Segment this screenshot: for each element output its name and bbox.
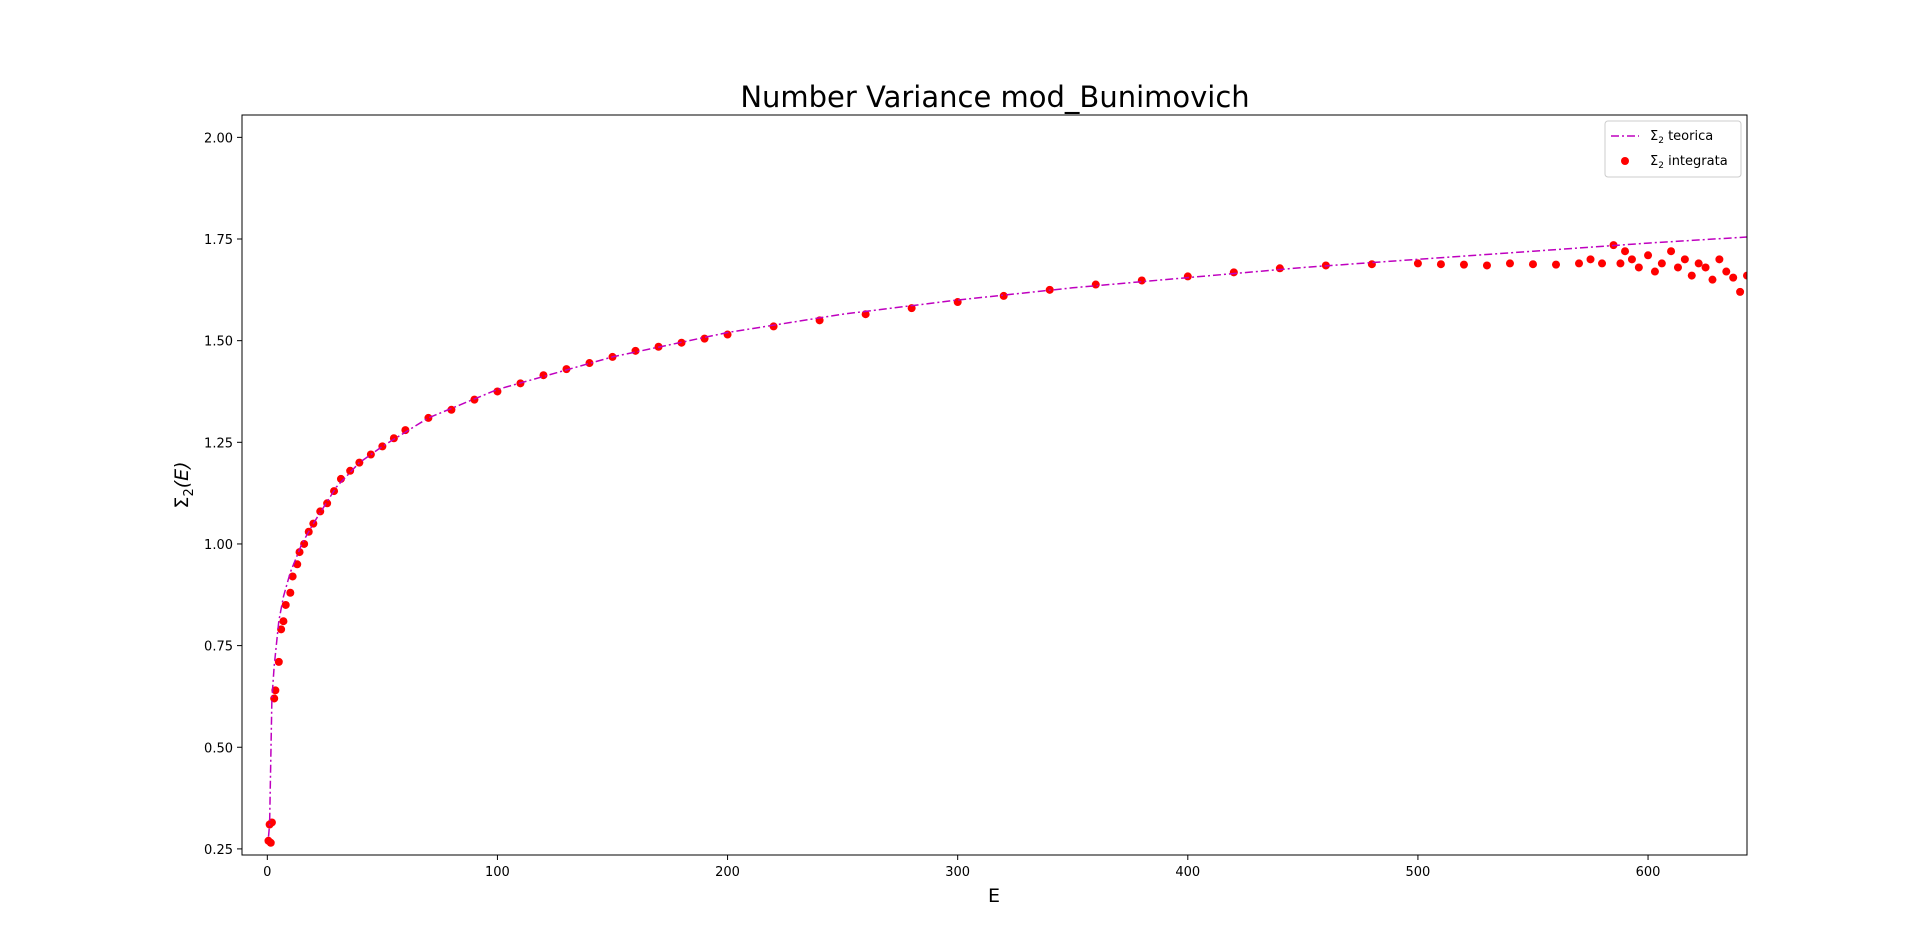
x-tick-label: 200 — [715, 865, 740, 880]
integrata-point — [1275, 264, 1284, 273]
integrata-point — [447, 405, 456, 414]
legend-teorica-symbol: Σ — [1650, 129, 1658, 144]
integrata-point — [1657, 259, 1666, 268]
integrata-point — [346, 466, 355, 475]
integrata-point — [1482, 261, 1491, 270]
integrata-point — [585, 359, 594, 368]
integrata-point — [1708, 275, 1717, 284]
integrata-point — [424, 413, 433, 422]
y-tick-label: 0.75 — [204, 640, 233, 655]
y-axis-label-subscript: 2 — [182, 488, 197, 496]
plot-area — [264, 236, 1747, 847]
x-tick-label: 100 — [485, 865, 510, 880]
plot-clipped-group — [264, 236, 1747, 847]
integrata-point — [1634, 263, 1643, 272]
x-tick-label: 600 — [1636, 865, 1661, 880]
y-axis-label: Σ2(E) — [171, 461, 197, 508]
integrata-point — [1621, 247, 1630, 256]
integrata-point — [1701, 263, 1710, 272]
integrata-point — [1715, 255, 1724, 264]
integrata-point — [300, 539, 309, 548]
integrata-point — [279, 617, 288, 626]
legend: Σ2 teorica Σ2 integrata — [1604, 120, 1742, 178]
chart-title: Number Variance mod_Bunimovich — [740, 80, 1249, 114]
y-tick-label: 0.50 — [204, 741, 233, 756]
integrata-point — [562, 365, 571, 374]
legend-box — [1604, 120, 1742, 178]
legend-integrata-subscript: 2 — [1658, 161, 1664, 171]
integrata-point — [266, 838, 275, 847]
legend-integrata-label: integrata — [1664, 154, 1728, 169]
integrata-point — [1413, 259, 1422, 268]
integrata-point — [1627, 255, 1636, 264]
y-tick-label: 2.00 — [204, 131, 233, 146]
integrata-point — [1551, 260, 1560, 269]
y-tick-label: 1.00 — [204, 538, 233, 553]
integrata-point — [1586, 255, 1595, 264]
y-tick-label: 1.75 — [204, 233, 233, 248]
y-axis-label-symbol: Σ — [171, 497, 193, 509]
integrata-point — [769, 322, 778, 331]
legend-dot-marker — [1621, 157, 1629, 165]
integrata-point — [1644, 251, 1653, 260]
legend-entry-teorica: Σ2 teorica — [1650, 129, 1713, 146]
legend-entry-integrata: Σ2 integrata — [1650, 154, 1728, 171]
integrata-point — [1722, 267, 1731, 276]
integrata-point — [1367, 260, 1376, 269]
x-axis-ticks: 0 100 200 300 400 500 600 — [263, 855, 1660, 880]
integrata-point — [286, 588, 295, 597]
svg-text:Σ2(E): Σ2(E) — [171, 461, 197, 508]
integrata-point — [1505, 259, 1514, 268]
y-tick-label: 0.25 — [204, 843, 233, 858]
legend-teorica-subscript: 2 — [1658, 136, 1664, 146]
y-axis-label-argument: (E) — [171, 461, 193, 488]
integrata-point — [1667, 247, 1676, 256]
integrata-point — [277, 625, 286, 634]
integrata-point — [1091, 280, 1100, 289]
integrata-point — [1137, 276, 1146, 285]
legend-teorica-label: teorica — [1664, 129, 1713, 144]
integrata-point — [1616, 259, 1625, 268]
integrata-point — [1743, 271, 1747, 280]
x-tick-label: 400 — [1175, 865, 1200, 880]
integrata-point — [1528, 260, 1537, 269]
integrata-point — [1436, 260, 1445, 269]
integrata-point — [1183, 272, 1192, 281]
plot-frame — [241, 114, 1748, 856]
legend-integrata-symbol: Σ — [1650, 154, 1658, 169]
y-axis-ticks: 0.25 0.50 0.75 1.00 1.25 1.50 1.75 2.00 — [204, 131, 242, 858]
integrata-point — [1736, 287, 1745, 296]
integrata-point — [1459, 260, 1468, 269]
integrata-point — [281, 600, 290, 609]
integrata-point — [1729, 273, 1738, 282]
x-tick-label: 500 — [1406, 865, 1431, 880]
integrata-point — [1650, 267, 1659, 276]
integrata-point — [1694, 259, 1703, 268]
integrata-point — [1673, 263, 1682, 272]
integrata-point — [1229, 268, 1238, 277]
integrata-point — [295, 548, 304, 557]
teorica-line — [267, 236, 1747, 837]
integrata-point — [293, 560, 302, 569]
integrata-point — [401, 426, 410, 435]
x-axis-label: E — [988, 885, 1000, 907]
integrata-point — [1680, 255, 1689, 264]
integrata-point — [366, 450, 375, 459]
integrata-point — [274, 657, 283, 666]
integrata-point — [288, 572, 297, 581]
integrata-point — [999, 291, 1008, 300]
integrata-point — [1687, 271, 1696, 280]
y-tick-label: 1.25 — [204, 436, 233, 451]
y-tick-label: 1.50 — [204, 335, 233, 350]
x-tick-label: 0 — [263, 865, 271, 880]
integrata-point — [1575, 259, 1584, 268]
x-tick-label: 300 — [945, 865, 970, 880]
integrata-point — [1598, 259, 1607, 268]
